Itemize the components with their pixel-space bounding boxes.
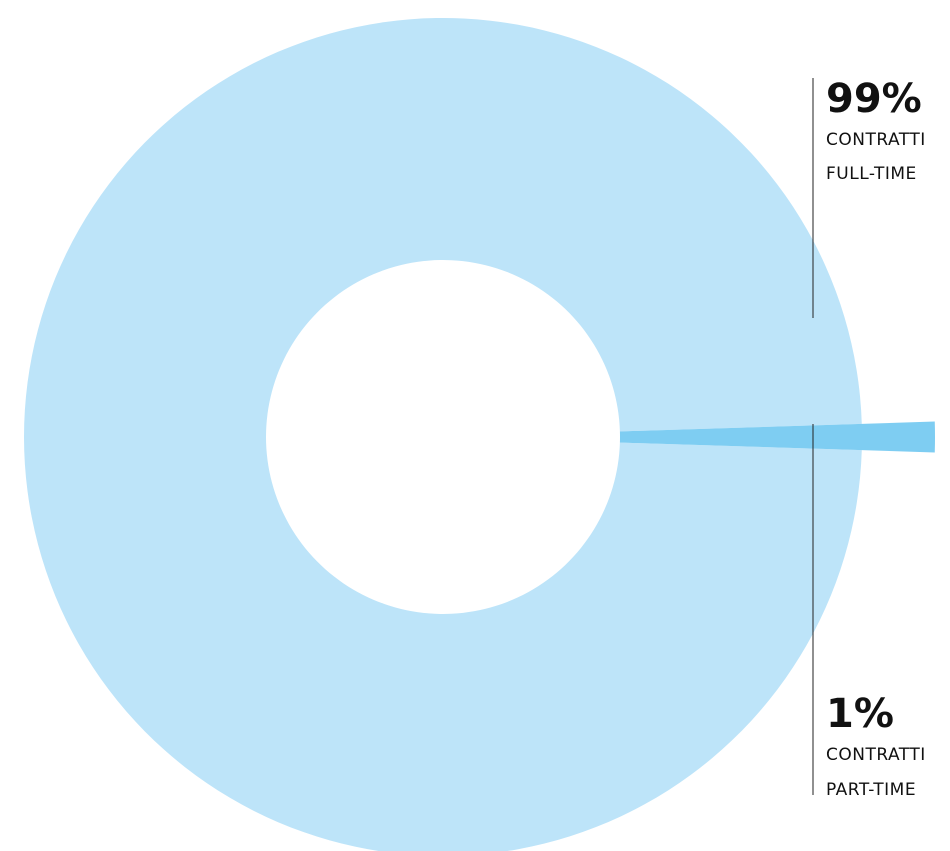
- donut-slices: [24, 18, 935, 851]
- label-part-time: 1% CONTRATTI PART-TIME: [812, 424, 926, 800]
- label-part-time-percent: 1%: [826, 691, 894, 737]
- label-full-time-line1: CONTRATTI: [826, 130, 926, 150]
- label-full-time: 99% CONTRATTI FULL-TIME: [812, 76, 926, 318]
- label-part-time-line2: PART-TIME: [826, 780, 916, 800]
- label-full-time-line2: FULL-TIME: [826, 164, 917, 184]
- slice-full-time: [24, 18, 862, 851]
- label-part-time-line1: CONTRATTI: [826, 745, 926, 765]
- slice-part-time: [619, 421, 935, 453]
- label-full-time-percent: 99%: [826, 76, 922, 122]
